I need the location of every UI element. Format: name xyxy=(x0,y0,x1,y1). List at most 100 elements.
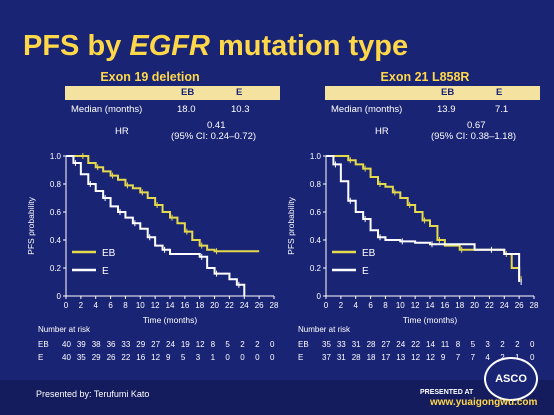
risk-value: 5 xyxy=(225,340,230,349)
x-tick-label: 18 xyxy=(195,301,204,310)
x-tick-label: 16 xyxy=(440,301,449,310)
risk-value: 4 xyxy=(485,353,490,362)
presented-at-label: PRESENTED AT xyxy=(420,389,474,396)
risk-value: 38 xyxy=(91,340,101,349)
risk-value: 29 xyxy=(136,340,146,349)
stats-header-e: E xyxy=(236,87,243,98)
x-tick-label: 6 xyxy=(108,301,113,310)
y-axis-label: PFS probability xyxy=(26,196,36,254)
risk-value: 26 xyxy=(106,353,116,362)
hr-ci: (95% CI: 0.38–1.18) xyxy=(431,131,517,142)
risk-value: 37 xyxy=(322,353,331,362)
y-tick-label: 0.8 xyxy=(50,180,62,189)
risk-value: 12 xyxy=(426,353,435,362)
hr-label: HR xyxy=(115,126,129,137)
stats-table-exon19: EB E Median (months) 18.0 10.3 HR 0.41 (… xyxy=(65,86,280,142)
x-tick-label: 20 xyxy=(470,301,479,310)
x-tick-label: 12 xyxy=(411,301,420,310)
stats-header: EB E xyxy=(325,86,540,100)
risk-value: 24 xyxy=(396,340,406,349)
risk-value: 33 xyxy=(121,340,131,349)
risk-row-label: E xyxy=(38,353,44,362)
x-tick-label: 18 xyxy=(455,301,464,310)
x-tick-label: 8 xyxy=(123,301,128,310)
y-tick-label: 0.6 xyxy=(310,208,322,217)
risk-value: 2 xyxy=(515,340,520,349)
legend-label: EB xyxy=(362,248,376,259)
x-tick-label: 0 xyxy=(64,301,69,310)
risk-value: 31 xyxy=(351,340,361,349)
risk-value: 1 xyxy=(210,353,216,362)
risk-value: 29 xyxy=(91,353,101,362)
risk-value: 13 xyxy=(396,353,406,362)
slide-title: PFS by EGFR mutation type xyxy=(23,30,409,62)
panel-title-exon21: Exon 21 L858R xyxy=(380,70,470,84)
risk-row-label: E xyxy=(298,353,304,362)
x-axis-label: Time (months) xyxy=(403,315,458,325)
risk-value: 7 xyxy=(470,353,476,362)
risk-value: 14 xyxy=(426,340,435,349)
y-axis-label: PFS probability xyxy=(286,196,296,254)
presenter-credit: Presented by: Terufumi Kato xyxy=(36,389,150,399)
x-tick-label: 14 xyxy=(426,301,435,310)
x-tick-label: 28 xyxy=(270,301,279,310)
x-tick-label: 10 xyxy=(136,301,145,310)
risk-value: 27 xyxy=(151,340,161,349)
risk-value: 36 xyxy=(106,340,116,349)
y-tick-label: 0 xyxy=(57,292,62,301)
x-tick-label: 4 xyxy=(93,301,98,310)
risk-value: 0 xyxy=(530,353,535,362)
risk-value: 3 xyxy=(195,353,201,362)
x-tick-label: 14 xyxy=(166,301,175,310)
risk-value: 16 xyxy=(136,353,146,362)
x-tick-label: 6 xyxy=(368,301,373,310)
watermark: www.yuaigongwu.com xyxy=(430,397,538,408)
risk-value: 5 xyxy=(470,340,476,349)
x-tick-label: 16 xyxy=(180,301,189,310)
risk-value: 17 xyxy=(381,353,391,362)
median-e: 7.1 xyxy=(495,104,509,115)
km-chart-exon21: 00.20.40.60.81.00 2 4 6 8 10 12 14 16 18 20 22 24 26 2… xyxy=(286,152,539,325)
x-tick-label: 24 xyxy=(500,301,509,310)
risk-row-label: EB xyxy=(38,340,49,349)
risk-value: 40 xyxy=(62,353,71,362)
y-tick-label: 0.2 xyxy=(310,264,322,273)
x-tick-label: 2 xyxy=(339,301,344,310)
risk-value: 8 xyxy=(210,340,216,349)
series-eb-line xyxy=(326,155,521,280)
risk-value: 24 xyxy=(166,340,175,349)
km-chart-exon19: 00.20.40.60.81.00 2 4 6 8 10 12 14 16 18 20 22 24 26 2… xyxy=(26,152,279,325)
series-e-line xyxy=(326,155,521,282)
x-tick-label: 22 xyxy=(225,301,234,310)
y-tick-label: 0.4 xyxy=(310,236,322,245)
risk-value: 9 xyxy=(166,353,171,362)
median-label: Median (months) xyxy=(71,104,143,115)
risk-value: 22 xyxy=(121,353,131,362)
risk-title: Number at risk xyxy=(298,325,351,334)
stats-table-exon21: EB E Median (months) 13.9 7.1 HR 0.67 (9… xyxy=(325,86,540,142)
y-tick-label: 0.6 xyxy=(50,208,62,217)
asco-logo: ASCO xyxy=(484,357,538,401)
x-tick-label: 12 xyxy=(151,301,160,310)
x-tick-label: 24 xyxy=(240,301,249,310)
series-eb-line xyxy=(66,155,260,253)
risk-value: 28 xyxy=(366,340,376,349)
risk-value: 2 xyxy=(240,340,245,349)
y-tick-label: 0.8 xyxy=(310,180,322,189)
risk-value: 0 xyxy=(240,353,245,362)
risk-value: 40 xyxy=(62,340,71,349)
x-tick-label: 2 xyxy=(79,301,84,310)
risk-value: 19 xyxy=(180,340,190,349)
risk-value: 0 xyxy=(530,340,535,349)
hr-label: HR xyxy=(375,126,389,137)
y-tick-label: 1.0 xyxy=(310,152,322,161)
risk-value: 31 xyxy=(336,353,346,362)
x-tick-label: 26 xyxy=(255,301,264,310)
stats-header-eb: EB xyxy=(441,87,455,98)
risk-value: 28 xyxy=(351,353,361,362)
risk-value: 0 xyxy=(225,353,230,362)
risk-value: 5 xyxy=(180,353,186,362)
risk-value: 0 xyxy=(255,353,260,362)
median-eb: 18.0 xyxy=(177,104,196,115)
risk-value: 33 xyxy=(336,340,346,349)
